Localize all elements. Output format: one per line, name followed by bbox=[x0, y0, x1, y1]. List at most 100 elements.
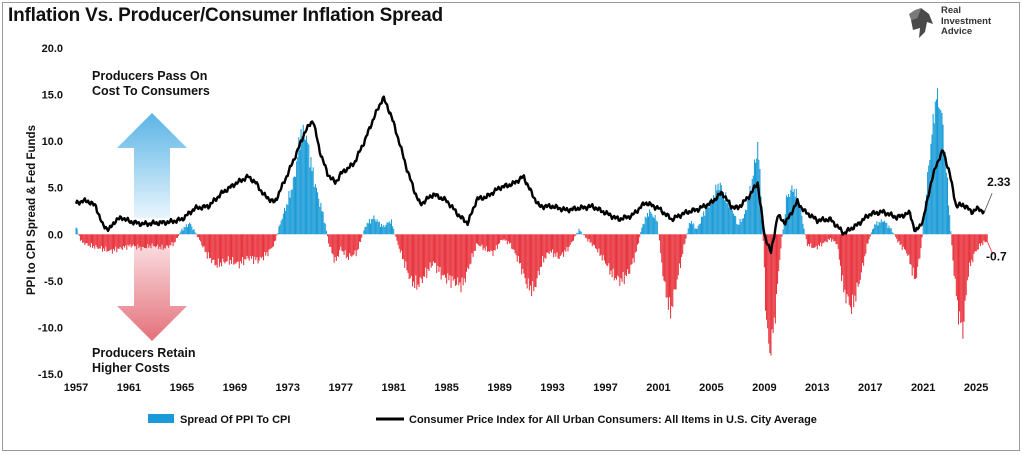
y-tick-label: 5.0 bbox=[48, 183, 63, 195]
spread-bar bbox=[122, 234, 124, 247]
spread-bar bbox=[692, 224, 694, 235]
spread-bar bbox=[612, 234, 614, 269]
y-tick-label: -15.0 bbox=[38, 369, 63, 381]
spread-bar bbox=[835, 234, 837, 245]
spread-bar bbox=[687, 228, 689, 235]
spread-bar bbox=[411, 234, 413, 287]
spread-bar bbox=[488, 234, 490, 252]
spread-bar bbox=[649, 209, 651, 235]
spread-bar bbox=[839, 234, 841, 266]
spread-bar bbox=[130, 234, 132, 248]
x-tick-label: 2001 bbox=[646, 382, 670, 394]
spread-bar bbox=[739, 218, 741, 235]
spread-bar bbox=[364, 226, 366, 235]
spread-bar bbox=[595, 234, 597, 249]
spread-bar bbox=[511, 234, 513, 249]
spread-bar bbox=[495, 234, 497, 246]
spread-bar bbox=[388, 221, 390, 235]
spread-bar bbox=[771, 234, 773, 330]
spread-bar bbox=[191, 226, 193, 235]
spread-bar bbox=[349, 234, 351, 254]
spread-bar bbox=[99, 234, 101, 249]
spread-bar bbox=[156, 234, 158, 247]
spread-bar bbox=[611, 234, 613, 278]
spread-bar bbox=[559, 234, 561, 257]
spread-bar bbox=[90, 234, 92, 244]
spread-bar bbox=[675, 234, 677, 290]
spread-bar bbox=[429, 234, 431, 263]
x-tick-label: 2009 bbox=[752, 382, 776, 394]
retain-arrow bbox=[117, 236, 187, 341]
spread-bar bbox=[965, 234, 967, 296]
spread-bar bbox=[425, 234, 427, 268]
spread-bar bbox=[604, 234, 607, 264]
spread-bar bbox=[298, 137, 300, 235]
spread-bar bbox=[856, 234, 858, 283]
spread-bar bbox=[727, 200, 729, 235]
spread-bar bbox=[618, 234, 620, 277]
spread-bar bbox=[277, 233, 279, 235]
spread-bar bbox=[860, 234, 862, 273]
spread-bar bbox=[467, 234, 469, 268]
spread-bar bbox=[977, 234, 979, 250]
spread-bar bbox=[114, 234, 116, 251]
spread-bar bbox=[970, 234, 972, 267]
spread-bar bbox=[574, 234, 576, 237]
spread-bar bbox=[986, 234, 988, 242]
spread-bar bbox=[814, 234, 816, 248]
spread-bar bbox=[473, 234, 475, 252]
spread-bar bbox=[320, 202, 322, 235]
spread-bar bbox=[866, 234, 868, 244]
spread-bar bbox=[799, 208, 801, 235]
spread-bar bbox=[79, 234, 81, 241]
spread-bar bbox=[217, 234, 219, 259]
spread-bar bbox=[159, 234, 161, 247]
spread-bar bbox=[238, 234, 240, 269]
spread-bar bbox=[837, 234, 839, 250]
spread-bar bbox=[193, 229, 195, 235]
spread-bar bbox=[260, 234, 262, 259]
spread-bar bbox=[486, 234, 488, 252]
spread-bar bbox=[259, 234, 261, 257]
spread-bar bbox=[854, 234, 856, 296]
spread-bar bbox=[545, 234, 547, 259]
spread-bar bbox=[341, 234, 343, 251]
spread-bar bbox=[248, 234, 250, 261]
spread-bar bbox=[853, 234, 855, 308]
spread-bar bbox=[326, 234, 329, 237]
spread-bar bbox=[127, 234, 129, 245]
spread-bar bbox=[182, 230, 184, 235]
annotation-top-line-1: Producers Pass On bbox=[92, 69, 207, 83]
spread-bar bbox=[342, 234, 344, 252]
spread-bar bbox=[601, 234, 603, 261]
spread-bar bbox=[890, 228, 892, 235]
spread-bar bbox=[964, 234, 966, 301]
spread-bar bbox=[309, 167, 311, 235]
spread-bar bbox=[142, 234, 144, 248]
spread-bar bbox=[593, 234, 595, 246]
spread-bar bbox=[907, 234, 909, 256]
spread-bar bbox=[481, 234, 483, 245]
spread-bar bbox=[513, 234, 515, 250]
spread-bar bbox=[707, 204, 709, 235]
spread-bar bbox=[736, 223, 738, 235]
spread-bar bbox=[117, 234, 119, 249]
spread-bar bbox=[566, 234, 568, 248]
spread-bar bbox=[555, 234, 557, 257]
y-tick-label: 0.0 bbox=[48, 229, 63, 241]
spread-bar bbox=[924, 200, 926, 235]
spread-bar bbox=[480, 234, 482, 247]
spread-bar bbox=[550, 234, 552, 253]
spread-bar bbox=[392, 226, 394, 235]
spread-bar bbox=[783, 218, 785, 235]
spread-bar bbox=[185, 224, 187, 235]
spread-bar bbox=[939, 108, 941, 235]
spread-bar bbox=[975, 234, 977, 252]
annotation-top-line-2: Cost To Consumers bbox=[92, 84, 210, 98]
spread-bar bbox=[523, 234, 525, 274]
spread-bar bbox=[898, 234, 900, 242]
spread-bar bbox=[420, 234, 422, 279]
spread-bar bbox=[586, 234, 588, 239]
spread-bar bbox=[417, 234, 419, 285]
